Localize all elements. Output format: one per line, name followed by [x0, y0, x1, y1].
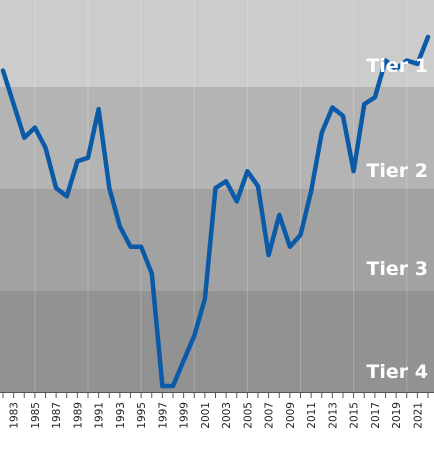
x-tick-label: 1983 — [9, 402, 21, 429]
x-tick-label: 2001 — [200, 402, 212, 429]
x-tick-label: 1985 — [30, 402, 42, 429]
tier-label-2: Tier 2 — [366, 160, 428, 182]
x-tick-label: 1995 — [136, 402, 148, 429]
x-tick-label: 2009 — [285, 402, 297, 429]
x-tick-label: 2021 — [412, 402, 424, 429]
tier-band-3 — [0, 189, 434, 291]
x-tick-label: 1991 — [94, 402, 106, 429]
tier-band-4 — [0, 291, 434, 392]
tier-band-1 — [0, 0, 434, 87]
x-tick-label: 2013 — [327, 402, 339, 429]
x-tick-label: 2019 — [391, 402, 403, 429]
position-line — [0, 34, 431, 389]
vertical-gridlines — [34, 0, 408, 392]
tier-label-4: Tier 4 — [366, 361, 428, 383]
tier-labels: Tier 1 Tier 2 Tier 3 Tier 4 — [366, 55, 428, 383]
tier-label-3: Tier 3 — [366, 258, 428, 280]
x-tick-label: 2003 — [221, 402, 233, 429]
x-tick-label: 1989 — [72, 402, 84, 429]
x-tick-label: 1993 — [115, 402, 127, 429]
x-tick-label: 1997 — [157, 402, 169, 429]
x-tick-label: 2005 — [242, 402, 254, 429]
x-tick-label: 2017 — [370, 402, 382, 429]
x-tick-label: 2015 — [349, 402, 361, 429]
x-tick-label: 1999 — [179, 402, 191, 429]
x-tick-label: 1987 — [51, 402, 63, 429]
tier-label-1: Tier 1 — [366, 55, 428, 77]
x-tick-label: 2007 — [264, 402, 276, 429]
x-tick-label: 2011 — [306, 402, 318, 429]
x-axis-ticks: 1983 1985 1987 1989 1991 1993 1995 1997 1999 2001… — [2, 392, 429, 429]
tier-bands — [0, 0, 434, 392]
